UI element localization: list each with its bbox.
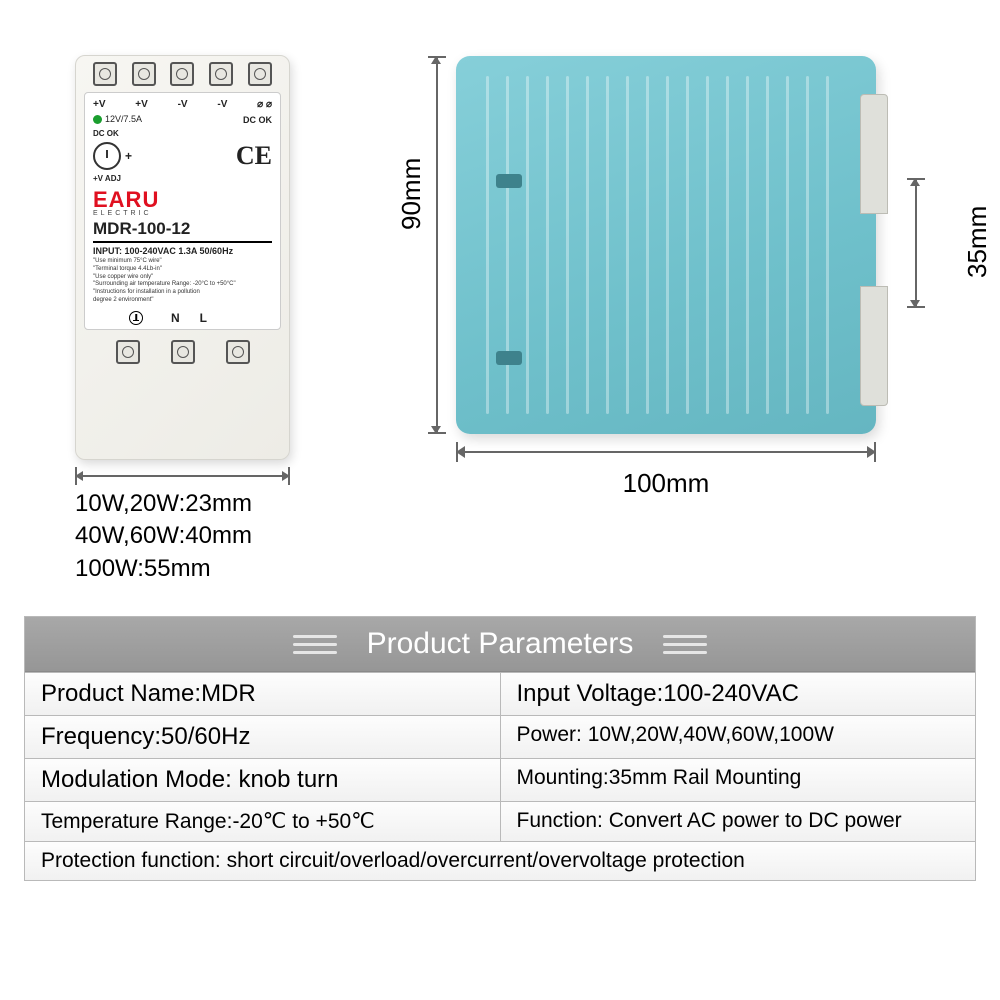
rating-text: 12V/7.5A — [105, 114, 142, 124]
ce-mark: CE — [236, 141, 272, 171]
rail-clip — [860, 94, 888, 214]
input-spec: INPUT: 100-240VAC 1.3A 50/60Hz — [93, 246, 272, 256]
param-row: Frequency:50/60Hz Power: 10W,20W,40W,60W… — [25, 715, 975, 758]
hamburger-icon — [663, 635, 707, 654]
mount-slot — [496, 174, 522, 188]
terminal — [209, 62, 233, 86]
depth-dimension-label: 100mm — [456, 468, 876, 499]
param-row: Modulation Mode: knob turn Mounting:35mm… — [25, 758, 975, 801]
terminal — [132, 62, 156, 86]
param-cell: Modulation Mode: knob turn — [25, 759, 500, 801]
param-cell: Function: Convert AC power to DC power — [500, 802, 976, 841]
adj-label: +V ADJ — [93, 174, 132, 183]
diagram-area: +V +V -V -V ⌀ ⌀ 12V/7.5A DC OK DC OK + +… — [0, 0, 1000, 610]
fine-line: "Use minimum 75°C wire" — [93, 258, 272, 266]
param-row: Product Name:MDR Input Voltage:100-240VA… — [25, 672, 975, 715]
earth-icon — [129, 311, 143, 325]
parameters-header: Product Parameters — [25, 617, 975, 672]
adjust-knob-icon — [93, 142, 121, 170]
mount-slot — [496, 351, 522, 365]
n-label: N — [171, 311, 180, 325]
device-front-illustration: +V +V -V -V ⌀ ⌀ 12V/7.5A DC OK DC OK + +… — [75, 55, 290, 460]
height-dimension-bracket — [426, 56, 448, 434]
width-dimension-bracket — [75, 467, 290, 485]
param-row: Temperature Range:-20℃ to +50℃ Function:… — [25, 801, 975, 841]
fine-print: "Use minimum 75°C wire" "Terminal torque… — [93, 258, 272, 305]
term-label: -V — [217, 99, 227, 110]
parameters-table: Product Parameters Product Name:MDR Inpu… — [24, 616, 976, 881]
term-label: +V — [135, 99, 148, 110]
parameters-title: Product Parameters — [367, 627, 634, 661]
hamburger-icon — [293, 635, 337, 654]
width-line: 10W,20W:23mm — [75, 488, 252, 520]
device-front-label: +V +V -V -V ⌀ ⌀ 12V/7.5A DC OK DC OK + +… — [84, 92, 281, 330]
terminal — [93, 62, 117, 86]
width-line: 100W:55mm — [75, 553, 252, 585]
model-number: MDR-100-12 — [93, 219, 272, 243]
param-cell: Protection function: short circuit/overl… — [25, 842, 975, 880]
param-cell: Frequency:50/60Hz — [25, 716, 500, 758]
plus-label: + — [125, 149, 132, 163]
height-dimension-label: 90mm — [396, 158, 427, 230]
fine-line: "Terminal torque 4.4Lb-in" — [93, 266, 272, 274]
terminal — [171, 340, 195, 364]
param-cell: Input Voltage:100-240VAC — [500, 673, 976, 715]
term-label: ⌀ ⌀ — [257, 99, 272, 110]
width-dimension-text: 10W,20W:23mm 40W,60W:40mm 100W:55mm — [75, 488, 252, 585]
param-cell: Temperature Range:-20℃ to +50℃ — [25, 802, 500, 841]
rail-clip — [860, 286, 888, 406]
top-terminal-row — [76, 56, 289, 88]
l-label: L — [200, 311, 207, 325]
clip-dimension-label: 35mm — [962, 206, 993, 278]
terminal — [226, 340, 250, 364]
terminal — [116, 340, 140, 364]
fine-line: degree 2 environment" — [93, 297, 272, 305]
brand-sub: ELECTRIC — [93, 210, 272, 217]
dc-ok-label: DC OK — [243, 115, 272, 125]
width-line: 40W,60W:40mm — [75, 520, 252, 552]
dc-ok-label-2: DC OK — [93, 129, 132, 138]
term-label: +V — [93, 99, 106, 110]
terminal — [248, 62, 272, 86]
terminal — [170, 62, 194, 86]
param-row: Protection function: short circuit/overl… — [25, 841, 975, 880]
fine-line: "Use copper wire only" — [93, 274, 272, 282]
fine-line: "Instructions for installation in a poll… — [93, 289, 272, 297]
bottom-terminal-row — [76, 334, 289, 372]
fine-line: "Surrounding air temperature Range: -20°… — [93, 281, 272, 289]
depth-dimension-bracket — [456, 442, 876, 462]
device-side-illustration — [456, 56, 876, 434]
param-cell: Power: 10W,20W,40W,60W,100W — [500, 716, 976, 758]
param-cell: Product Name:MDR — [25, 673, 500, 715]
led-icon — [93, 115, 102, 124]
term-label: -V — [178, 99, 188, 110]
param-cell: Mounting:35mm Rail Mounting — [500, 759, 976, 801]
clip-dimension-bracket — [905, 178, 927, 308]
